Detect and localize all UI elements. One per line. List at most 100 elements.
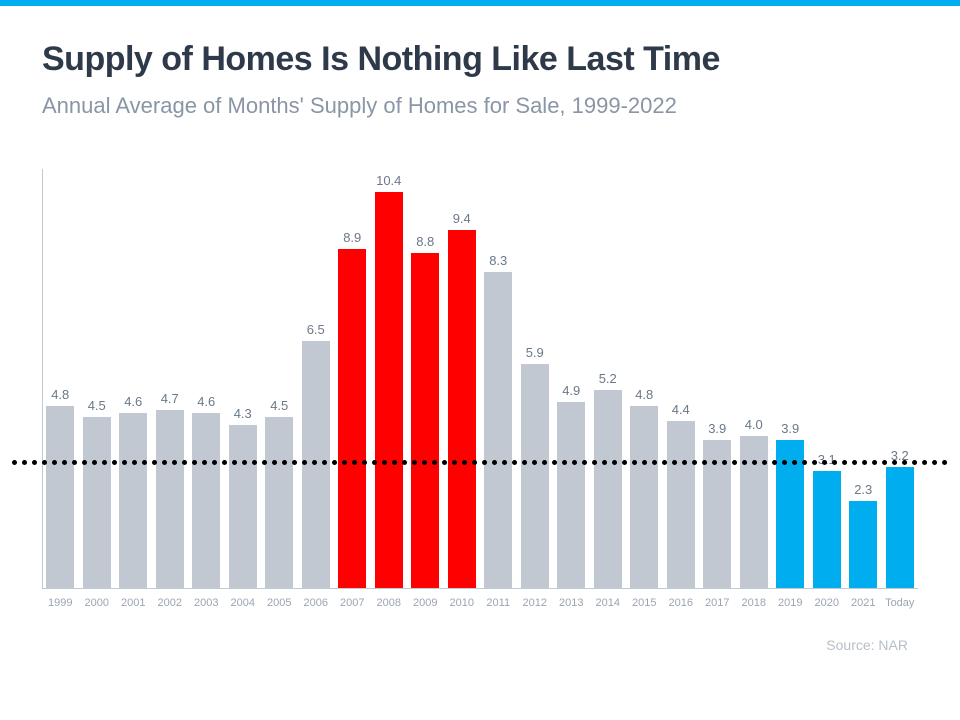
bar-value-label: 2.3 — [854, 482, 872, 497]
bar-slot: 3.9 — [699, 169, 736, 589]
bar-slot: 3.9 — [772, 169, 809, 589]
bar-value-label: 3.1 — [818, 452, 836, 467]
bar-value-label: 4.4 — [672, 402, 690, 417]
bar-slot: 5.2 — [590, 169, 627, 589]
bar-rect — [813, 471, 841, 589]
x-axis-label: 2011 — [480, 597, 517, 609]
bar-value-label: 4.3 — [234, 406, 252, 421]
x-axis-label: 2006 — [298, 597, 335, 609]
x-axis-label: 2007 — [334, 597, 371, 609]
bar-value-label: 4.5 — [270, 398, 288, 413]
x-axis-label: 2013 — [553, 597, 590, 609]
x-axis-label: 2005 — [261, 597, 298, 609]
bar-rect — [740, 436, 768, 589]
bar-slot: 6.5 — [298, 169, 335, 589]
bar-slot: 4.7 — [152, 169, 189, 589]
bar-rect — [594, 390, 622, 589]
x-axis-labels: 1999200020012002200320042005200620072008… — [42, 597, 918, 609]
plot-area: 4.8 4.5 4.6 4.7 4.6 4.3 4.5 6.5 8.9 10.4 8.8 9.4 8.3… — [42, 169, 918, 589]
x-axis-label: 2009 — [407, 597, 444, 609]
x-axis-label: 2008 — [371, 597, 408, 609]
bar-slot: 4.5 — [261, 169, 298, 589]
bar-slot: 4.3 — [225, 169, 262, 589]
x-axis-label: 2012 — [517, 597, 554, 609]
x-axis-label: 2004 — [225, 597, 262, 609]
x-axis-label: 2014 — [590, 597, 627, 609]
bar-value-label: 4.6 — [197, 394, 215, 409]
bar-rect — [448, 230, 476, 589]
bar-rect — [46, 406, 74, 589]
chart-wrap: 4.8 4.5 4.6 4.7 4.6 4.3 4.5 6.5 8.9 10.4 8.8 9.4 8.3… — [42, 169, 918, 609]
bar-slot: 4.0 — [736, 169, 773, 589]
x-axis-label: 2015 — [626, 597, 663, 609]
bar-slot: 10.4 — [371, 169, 408, 589]
bar-slot: 5.9 — [517, 169, 554, 589]
bar-slot: 4.4 — [663, 169, 700, 589]
bar-value-label: 3.9 — [708, 421, 726, 436]
bar-value-label: 8.9 — [343, 230, 361, 245]
top-accent-stripe — [0, 0, 960, 6]
bar-slot: 2.3 — [845, 169, 882, 589]
bar-rect — [119, 413, 147, 589]
x-axis-label: Today — [882, 597, 919, 609]
x-axis-label: 2010 — [444, 597, 481, 609]
bar-value-label: 8.3 — [489, 253, 507, 268]
bar-rect — [338, 249, 366, 589]
bar-slot: 4.6 — [188, 169, 225, 589]
bar-value-label: 5.2 — [599, 371, 617, 386]
bar-slot: 8.9 — [334, 169, 371, 589]
x-axis — [42, 588, 918, 589]
bar-rect — [776, 440, 804, 589]
bar-rect — [630, 406, 658, 589]
x-axis-label: 2003 — [188, 597, 225, 609]
bar-value-label: 4.7 — [161, 391, 179, 406]
bar-rect — [83, 417, 111, 589]
bars-container: 4.8 4.5 4.6 4.7 4.6 4.3 4.5 6.5 8.9 10.4 8.8 9.4 8.3… — [42, 169, 918, 589]
bar-slot: 4.8 — [626, 169, 663, 589]
bar-slot: 4.5 — [79, 169, 116, 589]
x-axis-label: 2017 — [699, 597, 736, 609]
bar-value-label: 8.8 — [416, 234, 434, 249]
bar-rect — [557, 402, 585, 589]
bar-slot: 4.6 — [115, 169, 152, 589]
bar-value-label: 9.4 — [453, 211, 471, 226]
bar-rect — [849, 501, 877, 589]
bar-rect — [667, 421, 695, 589]
bar-rect — [484, 272, 512, 589]
bar-value-label: 4.9 — [562, 383, 580, 398]
chart-subtitle: Annual Average of Months' Supply of Home… — [42, 93, 918, 119]
bar-rect — [703, 440, 731, 589]
chart-content: Supply of Homes Is Nothing Like Last Tim… — [0, 40, 960, 653]
bar-value-label: 5.9 — [526, 345, 544, 360]
bar-rect — [521, 364, 549, 589]
x-axis-label: 2018 — [736, 597, 773, 609]
x-axis-label: 2001 — [115, 597, 152, 609]
bar-value-label: 3.2 — [891, 448, 909, 463]
bar-value-label: 4.8 — [635, 387, 653, 402]
bar-value-label: 4.6 — [124, 394, 142, 409]
bar-slot: 4.9 — [553, 169, 590, 589]
x-axis-label: 2020 — [809, 597, 846, 609]
bar-rect — [411, 253, 439, 589]
x-axis-label: 2002 — [152, 597, 189, 609]
bar-slot: 3.2 — [882, 169, 919, 589]
bar-rect — [192, 413, 220, 589]
bar-rect — [265, 417, 293, 589]
bar-slot: 3.1 — [809, 169, 846, 589]
bar-value-label: 6.5 — [307, 322, 325, 337]
bar-rect — [156, 410, 184, 589]
x-axis-label: 1999 — [42, 597, 79, 609]
bar-value-label: 4.5 — [88, 398, 106, 413]
bar-value-label: 3.9 — [781, 421, 799, 436]
bar-slot: 8.3 — [480, 169, 517, 589]
bar-slot: 8.8 — [407, 169, 444, 589]
bar-slot: 9.4 — [444, 169, 481, 589]
x-axis-label: 2021 — [845, 597, 882, 609]
bar-value-label: 10.4 — [376, 173, 401, 188]
bar-rect — [375, 192, 403, 589]
x-axis-label: 2016 — [663, 597, 700, 609]
bar-rect — [886, 467, 914, 589]
bar-value-label: 4.0 — [745, 417, 763, 432]
bar-value-label: 4.8 — [51, 387, 69, 402]
x-axis-label: 2000 — [79, 597, 116, 609]
